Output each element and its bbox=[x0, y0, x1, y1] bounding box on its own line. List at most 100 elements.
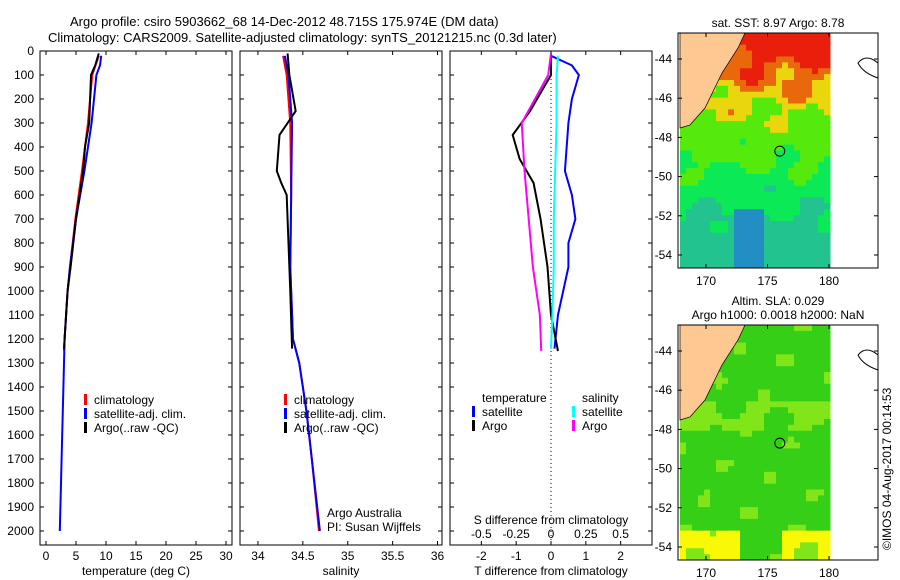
map-cell bbox=[824, 360, 831, 367]
map-cell bbox=[734, 466, 741, 473]
map-cell bbox=[752, 91, 759, 99]
map-cell bbox=[710, 179, 717, 187]
map-cell bbox=[686, 430, 693, 438]
map-cell bbox=[752, 395, 759, 402]
map-cell bbox=[806, 536, 813, 543]
map-cell bbox=[758, 460, 765, 467]
map-cell bbox=[710, 226, 717, 234]
map-cell bbox=[722, 191, 729, 198]
map-cell bbox=[818, 68, 825, 75]
map-cell bbox=[680, 150, 687, 157]
map-cell bbox=[704, 168, 711, 175]
y-tick-label: 700 bbox=[14, 212, 34, 226]
map-cell bbox=[776, 401, 783, 408]
map-cell bbox=[788, 495, 795, 502]
legend-swatch bbox=[572, 406, 575, 417]
y-tick-label: 1000 bbox=[7, 284, 34, 298]
map-cell bbox=[794, 377, 801, 385]
map-cell bbox=[704, 536, 711, 543]
map-cell bbox=[800, 33, 807, 40]
map-cell bbox=[794, 542, 801, 549]
map-cell bbox=[800, 174, 807, 181]
map-cell bbox=[722, 85, 729, 93]
map-cell bbox=[704, 132, 711, 140]
map-cell bbox=[746, 424, 753, 432]
map-cell bbox=[716, 377, 723, 385]
map-cell bbox=[818, 330, 825, 338]
map-cell bbox=[758, 238, 765, 245]
map-cell bbox=[794, 501, 801, 508]
map-cell bbox=[722, 372, 729, 379]
map-cell bbox=[788, 91, 795, 99]
map-cell bbox=[722, 424, 729, 432]
map-cell bbox=[782, 372, 789, 379]
map-cell bbox=[710, 419, 717, 426]
map-cell bbox=[686, 162, 693, 169]
map-cell bbox=[740, 127, 747, 134]
map-cell bbox=[758, 377, 765, 385]
map-cell bbox=[740, 50, 747, 57]
map-cell bbox=[716, 132, 723, 140]
map-cell bbox=[818, 262, 825, 269]
map-cell bbox=[812, 419, 819, 426]
map-cell bbox=[740, 424, 747, 432]
map-cell bbox=[680, 495, 687, 502]
map-cell bbox=[824, 156, 831, 163]
map-cell bbox=[788, 354, 795, 361]
map-cell bbox=[800, 156, 807, 163]
map-cell bbox=[782, 44, 789, 52]
map-cell bbox=[806, 203, 813, 210]
map-cell bbox=[782, 477, 789, 485]
map-cell bbox=[818, 74, 825, 81]
map-cell bbox=[788, 256, 795, 263]
map-cell bbox=[788, 103, 795, 110]
map-cell bbox=[698, 501, 705, 508]
map-cell bbox=[764, 518, 771, 526]
map-cell bbox=[770, 132, 777, 140]
map-cell bbox=[704, 197, 711, 204]
map-cell bbox=[752, 542, 759, 549]
map-cell bbox=[704, 221, 711, 228]
map-cell bbox=[800, 162, 807, 169]
map-cell bbox=[812, 518, 819, 526]
map-cell bbox=[686, 191, 693, 198]
map-cell bbox=[758, 232, 765, 240]
map-cell bbox=[758, 366, 765, 373]
map-cell bbox=[734, 548, 741, 555]
map-cell bbox=[794, 454, 801, 461]
map-cell bbox=[692, 138, 699, 146]
map-cell bbox=[680, 127, 687, 134]
map-cell bbox=[692, 530, 699, 537]
map-cell bbox=[728, 360, 735, 367]
map-cell bbox=[740, 536, 747, 543]
map-cell bbox=[728, 436, 735, 443]
map-cell bbox=[800, 524, 807, 532]
map-cell bbox=[686, 507, 693, 514]
map-cell bbox=[776, 489, 783, 496]
map-cell bbox=[704, 501, 711, 508]
map-cell bbox=[722, 395, 729, 402]
map-cell bbox=[770, 501, 777, 508]
map-cell bbox=[764, 454, 771, 461]
map-cell bbox=[782, 495, 789, 502]
map-cell bbox=[770, 413, 777, 420]
map-cell bbox=[752, 109, 759, 116]
map-cell bbox=[734, 262, 741, 269]
map-cell bbox=[770, 197, 777, 204]
map-cell bbox=[728, 495, 735, 502]
map-cell bbox=[746, 495, 753, 502]
map-cell bbox=[800, 56, 807, 63]
map-cell bbox=[740, 395, 747, 402]
map-cell bbox=[710, 250, 717, 257]
map-cell bbox=[722, 238, 729, 245]
map-cell bbox=[770, 115, 777, 122]
map-cell bbox=[794, 366, 801, 373]
map-cell bbox=[716, 244, 723, 251]
map-cell bbox=[734, 144, 741, 151]
map-cell bbox=[734, 383, 741, 391]
map-cell bbox=[710, 91, 717, 99]
map-cell bbox=[818, 360, 825, 367]
map-cell bbox=[692, 262, 699, 269]
map-cell bbox=[734, 430, 741, 438]
